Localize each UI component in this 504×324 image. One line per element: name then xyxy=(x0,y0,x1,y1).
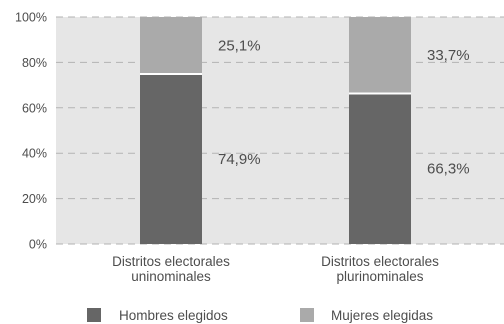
category-label-1-line-2: uninominales xyxy=(131,269,211,284)
y-tick-label-20: 20% xyxy=(22,192,47,206)
data-label-2-1: 66,3% xyxy=(427,161,470,178)
category-label-2-line-2: plurinominales xyxy=(336,269,423,284)
bar-1-1 xyxy=(140,73,202,245)
category-label-1-line-1: Distritos electorales xyxy=(112,254,230,269)
legend-label-2: Mujeres elegidas xyxy=(331,308,433,323)
bars xyxy=(140,17,411,245)
legend-swatch-2 xyxy=(300,308,314,322)
bar-1-2 xyxy=(140,17,202,74)
y-tick-label-60: 60% xyxy=(22,101,47,115)
y-tick-label-0: 0% xyxy=(29,238,47,252)
x-axis-category-labels: Distritos electoralesuninominalesDistrit… xyxy=(112,254,439,284)
data-label-1-2: 25,1% xyxy=(218,37,261,54)
legend-label-1: Hombres elegidos xyxy=(119,308,228,323)
bar-2-2 xyxy=(349,17,411,94)
data-labels: 74,9% 25,1% 66,3% 33,7% xyxy=(218,37,470,177)
data-label-2-2: 33,7% xyxy=(427,47,470,64)
category-label-2-line-1: Distritos electorales xyxy=(321,254,439,269)
data-label-1-1: 74,9% xyxy=(218,151,261,168)
y-tick-label-80: 80% xyxy=(22,56,47,70)
y-tick-label-40: 40% xyxy=(22,147,47,161)
bar-2-1 xyxy=(349,93,411,245)
y-tick-label-100: 100% xyxy=(15,11,47,25)
plot-background xyxy=(56,17,504,244)
gridlines xyxy=(56,16,504,245)
legend: Hombres elegidos Mujeres elegidas xyxy=(87,308,433,323)
y-axis-ticks: 0% 20% 40% 60% 80% 100% xyxy=(15,11,47,252)
legend-swatch-1 xyxy=(87,308,101,322)
